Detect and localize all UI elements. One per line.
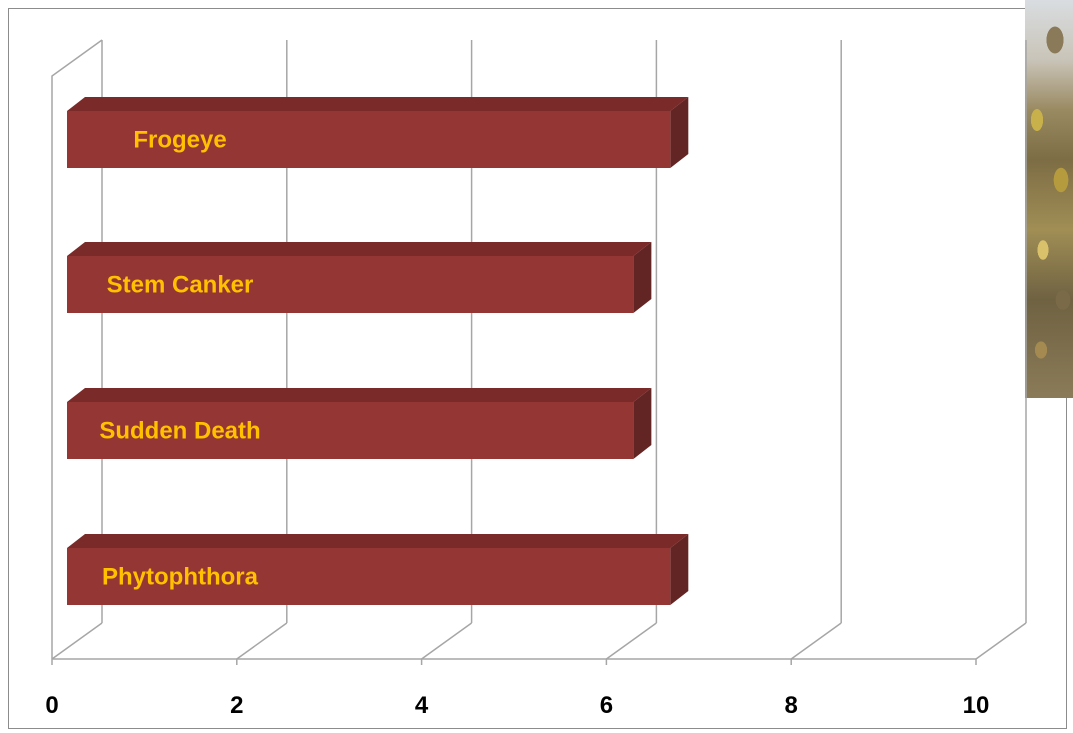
bar — [67, 548, 671, 605]
x-tick-label: 8 — [785, 692, 798, 719]
x-tick-label: 4 — [415, 692, 429, 719]
bar-category-label: Frogeye — [133, 127, 226, 154]
bar-group: Phytophthora — [67, 534, 689, 605]
bar-side-face — [633, 388, 652, 459]
bar — [67, 256, 634, 313]
soybean-field-photo — [1025, 0, 1073, 398]
bar-group: Sudden Death — [67, 388, 652, 459]
x-tick-label: 6 — [600, 692, 613, 719]
bar-side-face — [670, 97, 689, 168]
bar-top-face — [67, 388, 652, 402]
x-axis-ticks: 0 2 4 6 8 10 — [45, 692, 989, 719]
bars-layer: Frogeye Stem Canker Sudden Death Phytophtho… — [67, 97, 689, 605]
floor-gridline — [605, 622, 657, 660]
bar-top-face — [67, 242, 652, 256]
bar-category-label: Phytophthora — [102, 564, 259, 591]
bar — [67, 402, 634, 459]
x-tick-label: 0 — [45, 692, 58, 719]
floor-gridline — [51, 622, 103, 660]
bar-category-label: Sudden Death — [99, 418, 260, 445]
bar-side-face — [633, 242, 652, 313]
floor-gridline — [236, 622, 288, 660]
floor-gridline — [790, 622, 842, 660]
floor-gridline — [975, 622, 1027, 660]
floor-gridline — [421, 622, 473, 660]
bar-side-face — [670, 534, 689, 605]
left-wall-edge — [51, 39, 103, 659]
x-tick-label: 10 — [963, 692, 990, 719]
bar-group: Frogeye — [67, 97, 689, 168]
bar-top-face — [67, 534, 689, 548]
bar — [67, 111, 671, 168]
bar-category-label: Stem Canker — [107, 272, 254, 299]
bar-group: Stem Canker — [67, 242, 652, 313]
x-tick-label: 2 — [230, 692, 243, 719]
bar-top-face — [67, 97, 689, 111]
